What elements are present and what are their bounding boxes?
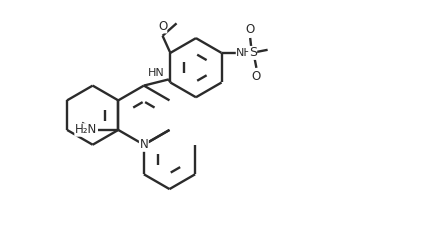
Text: N: N — [139, 138, 148, 151]
Text: HN: HN — [148, 68, 165, 78]
Text: NH: NH — [236, 48, 252, 58]
Text: S: S — [249, 46, 257, 60]
Text: O: O — [246, 23, 255, 36]
Text: O: O — [158, 20, 167, 33]
Text: H₂N: H₂N — [74, 124, 97, 136]
Text: O: O — [252, 70, 261, 83]
